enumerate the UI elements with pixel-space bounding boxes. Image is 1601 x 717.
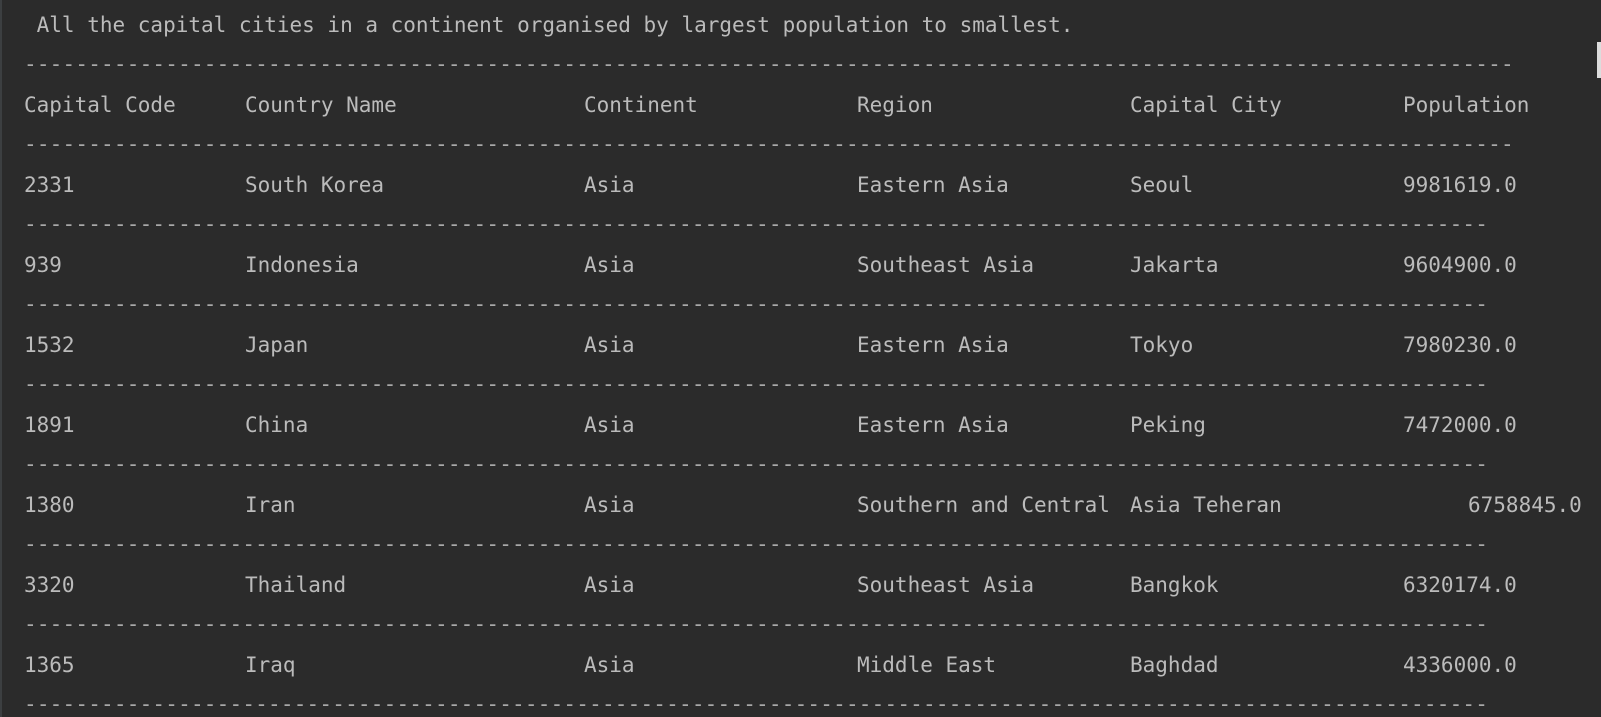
cell-region: Eastern Asia	[857, 413, 1009, 437]
table-row: 1365 Iraq Asia Middle East Baghdad 43360…	[2, 652, 1601, 678]
cell-region: Eastern Asia	[857, 173, 1009, 197]
cell-country-name: Japan	[245, 333, 309, 357]
cell-capital-code: 2331	[24, 173, 75, 197]
cell-country-name: Thailand	[245, 573, 347, 597]
table-row: 1532 Japan Asia Eastern Asia Tokyo 79802…	[2, 332, 1601, 358]
header-country-name: Country Name	[245, 93, 397, 117]
cell-country-name: Iraq	[245, 653, 296, 677]
table-row: 1891 China Asia Eastern Asia Peking 7472…	[2, 412, 1601, 438]
cell-continent: Asia	[584, 653, 635, 677]
cell-capital-code: 1532	[24, 333, 75, 357]
cell-population: 7980230.0	[1403, 333, 1517, 357]
cell-capital-code: 1365	[24, 653, 75, 677]
separator-line: ----------------------------------------…	[24, 214, 1490, 234]
separator-line: ----------------------------------------…	[24, 454, 1490, 474]
cell-population: 9981619.0	[1403, 173, 1517, 197]
cell-population: 9604900.0	[1403, 253, 1517, 277]
cell-capital-city: Peking	[1130, 413, 1206, 437]
cell-capital-code: 1380	[24, 493, 75, 517]
cell-continent: Asia	[584, 253, 635, 277]
separator-line: ----------------------------------------…	[24, 134, 1514, 154]
cell-capital-city: Bangkok	[1130, 573, 1219, 597]
table-row: 1380 Iran Asia Southern and Central Asia…	[2, 492, 1601, 518]
cell-population: 6320174.0	[1403, 573, 1517, 597]
cell-region: Southeast Asia	[857, 573, 1035, 597]
table-row: 3320 Thailand Asia Southeast Asia Bangko…	[2, 572, 1601, 598]
cell-capital-code: 939	[24, 253, 62, 277]
cell-capital-city: Asia Teheran	[1130, 493, 1282, 517]
separator-line: ----------------------------------------…	[24, 614, 1490, 634]
cell-population: 4336000.0	[1403, 653, 1517, 677]
separator-line: ----------------------------------------…	[24, 374, 1490, 394]
cell-country-name: Indonesia	[245, 253, 359, 277]
cell-capital-code: 3320	[24, 573, 75, 597]
cell-region: Southeast Asia	[857, 253, 1035, 277]
cell-country-name: South Korea	[245, 173, 385, 197]
table-row: 939 Indonesia Asia Southeast Asia Jakart…	[2, 252, 1601, 278]
cell-capital-city: Seoul	[1130, 173, 1194, 197]
cell-capital-code: 1891	[24, 413, 75, 437]
scrollbar-thumb[interactable]	[1597, 42, 1601, 78]
cell-continent: Asia	[584, 413, 635, 437]
cell-capital-city: Tokyo	[1130, 333, 1194, 357]
cell-region: Southern and Central	[857, 493, 1110, 517]
separator-line: ----------------------------------------…	[24, 694, 1490, 714]
separator-line: ----------------------------------------…	[24, 534, 1490, 554]
table-header: Capital Code Country Name Continent Regi…	[2, 92, 1601, 118]
separator-line: ----------------------------------------…	[24, 294, 1490, 314]
cell-region: Middle East	[857, 653, 997, 677]
cell-country-name: Iran	[245, 493, 296, 517]
header-region: Region	[857, 93, 933, 117]
header-continent: Continent	[584, 93, 698, 117]
cell-continent: Asia	[584, 573, 635, 597]
table-row: 2331 South Korea Asia Eastern Asia Seoul…	[2, 172, 1601, 198]
cell-capital-city: Jakarta	[1130, 253, 1219, 277]
cell-region: Eastern Asia	[857, 333, 1009, 357]
header-population: Population	[1403, 93, 1530, 117]
cell-population: 7472000.0	[1403, 413, 1517, 437]
cell-continent: Asia	[584, 333, 635, 357]
cell-continent: Asia	[584, 173, 635, 197]
cell-population: 6758845.0	[1468, 493, 1582, 517]
cell-capital-city: Baghdad	[1130, 653, 1219, 677]
console-title: All the capital cities in a continent or…	[24, 13, 1074, 37]
cell-country-name: China	[245, 413, 309, 437]
header-capital-city: Capital City	[1130, 93, 1282, 117]
header-capital-code: Capital Code	[24, 93, 176, 117]
cell-continent: Asia	[584, 493, 635, 517]
separator-line: ----------------------------------------…	[24, 54, 1514, 74]
